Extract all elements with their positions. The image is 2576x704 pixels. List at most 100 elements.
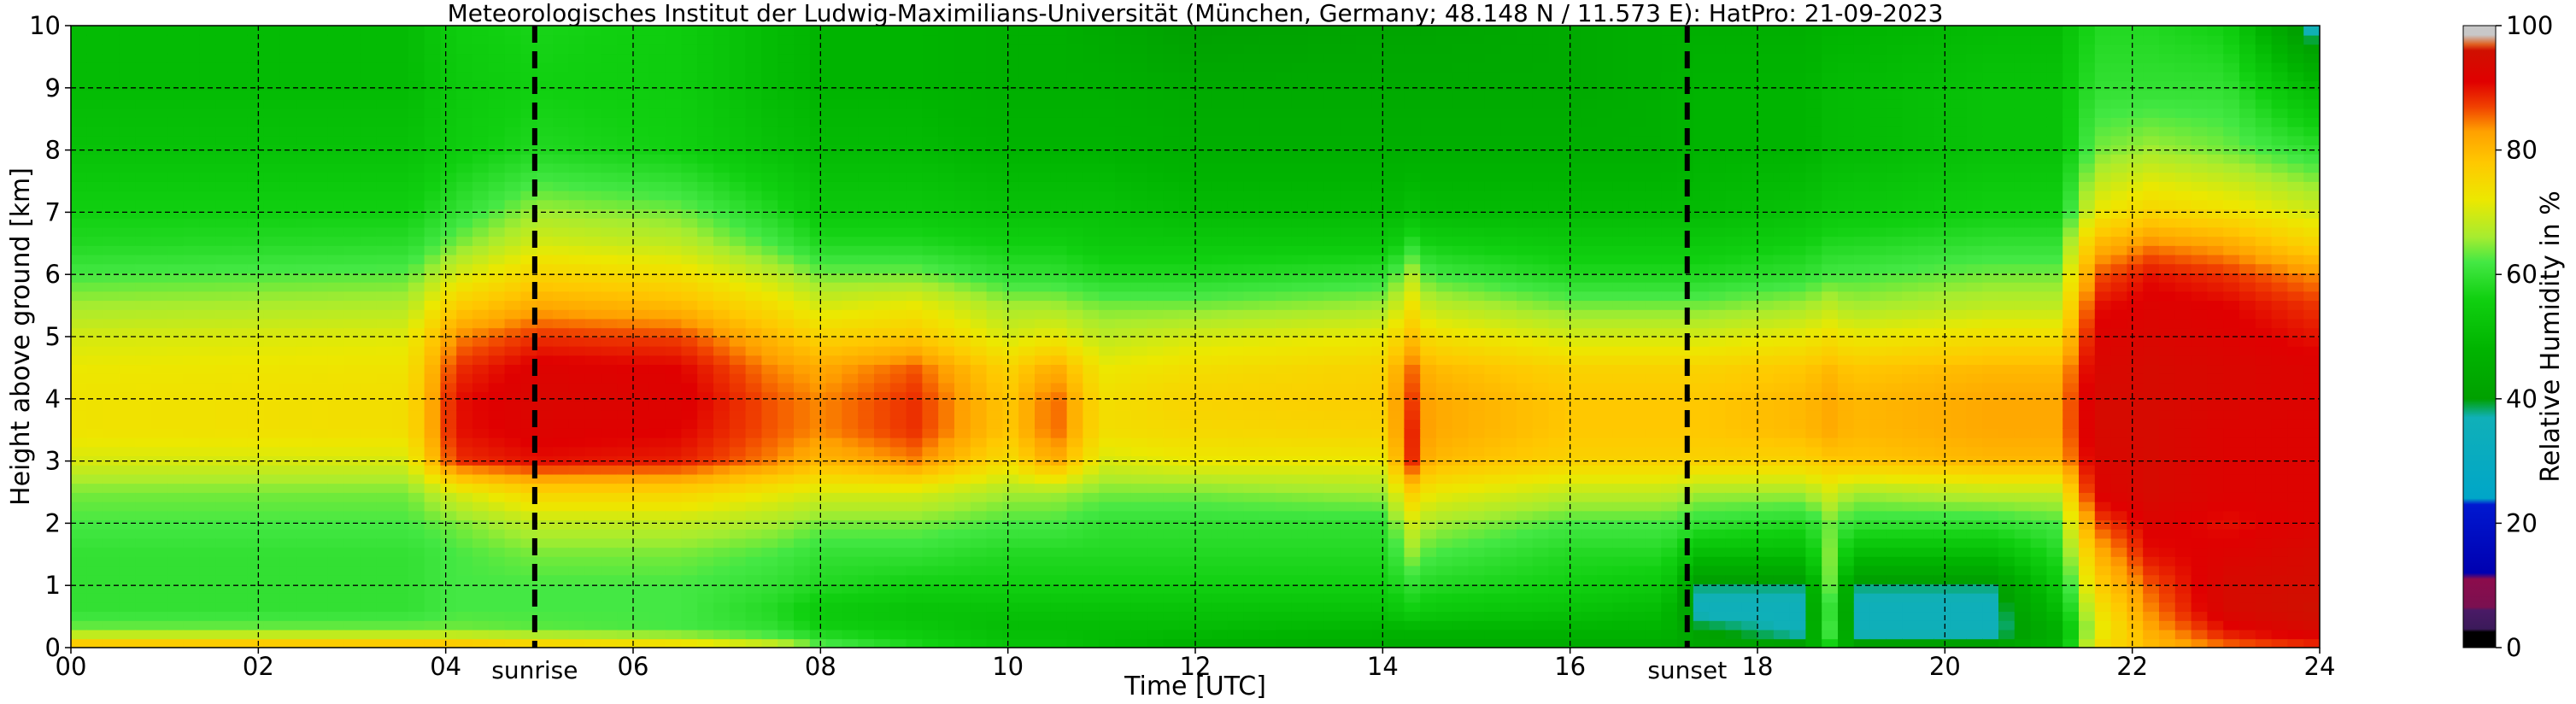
heatmap-cell (151, 98, 168, 109)
heatmap-cell (1179, 71, 1196, 82)
heatmap-cell (247, 117, 265, 127)
heatmap-cell (745, 592, 763, 603)
heatmap-cell (986, 153, 1004, 164)
heatmap-cell (954, 308, 971, 320)
heatmap-cell (343, 629, 361, 640)
heatmap-cell (183, 44, 201, 55)
heatmap-cell (1066, 53, 1084, 63)
heatmap-cell (1115, 318, 1132, 329)
heatmap-cell (842, 409, 860, 420)
heatmap-cell (889, 464, 907, 475)
heatmap-cell (889, 89, 907, 100)
heatmap-cell (343, 236, 361, 246)
heatmap-cell (537, 337, 554, 347)
heatmap-cell (199, 308, 217, 320)
heatmap-cell (1195, 547, 1212, 557)
heatmap-cell (713, 584, 731, 594)
heatmap-cell (119, 409, 137, 420)
heatmap-cell (648, 584, 666, 594)
heatmap-cell (777, 601, 795, 613)
heatmap-cell (633, 34, 650, 45)
heatmap-cell (86, 226, 104, 238)
heatmap-cell (825, 373, 843, 384)
heatmap-cell (215, 419, 232, 429)
heatmap-cell (312, 592, 329, 603)
heatmap-cell (1179, 34, 1196, 45)
heatmap-cell (1050, 98, 1068, 109)
heatmap-cell (1050, 584, 1068, 594)
heatmap-cell (392, 62, 409, 73)
heatmap-cell (1147, 537, 1165, 549)
heatmap-cell (1179, 528, 1196, 539)
heatmap-cell (1195, 629, 1212, 640)
heatmap-cell (1211, 565, 1229, 576)
heatmap-cell (312, 226, 329, 238)
heatmap-cell (1083, 108, 1100, 118)
heatmap-cell (1147, 236, 1165, 246)
heatmap-cell (648, 464, 666, 475)
heatmap-cell (1163, 172, 1181, 182)
heatmap-cell (119, 62, 137, 73)
heatmap-cell (408, 419, 425, 429)
heatmap-cell (408, 337, 425, 347)
heatmap-cell (1130, 373, 1148, 384)
heatmap-cell (167, 318, 185, 329)
heatmap-cell (777, 281, 795, 292)
heatmap-cell (183, 584, 201, 594)
heatmap-cell (777, 300, 795, 310)
heatmap-cell (247, 337, 265, 347)
heatmap-cell (1130, 190, 1148, 201)
heatmap-cell (408, 98, 425, 109)
heatmap-cell (215, 190, 232, 201)
heatmap-cell (247, 26, 265, 36)
heatmap-cell (1002, 355, 1020, 366)
heatmap-cell (1179, 98, 1196, 109)
heatmap-cell (858, 44, 875, 55)
heatmap-cell (874, 638, 891, 648)
heatmap-cell (1227, 601, 1245, 613)
heatmap-cell (424, 89, 442, 100)
heatmap-cell (392, 501, 409, 512)
heatmap-cell (440, 62, 458, 73)
heatmap-cell (1115, 464, 1132, 475)
heatmap-cell (343, 126, 361, 137)
heatmap-cell (1018, 281, 1036, 292)
heatmap-cell (327, 345, 345, 356)
heatmap-cell (1099, 281, 1116, 292)
heatmap-cell (761, 409, 779, 420)
heatmap-cell (504, 34, 522, 45)
heatmap-cell (906, 419, 924, 429)
heatmap-cell (713, 44, 731, 55)
heatmap-cell (1083, 629, 1100, 640)
heatmap-cell (327, 611, 345, 621)
heatmap-cell (71, 584, 88, 594)
heatmap-cell (697, 547, 714, 557)
heatmap-cell (1227, 71, 1245, 82)
heatmap-cell (392, 327, 409, 337)
heatmap-cell (488, 629, 506, 640)
heatmap-cell (665, 584, 683, 594)
heatmap-cell (327, 181, 345, 191)
heatmap-cell (713, 199, 731, 210)
heatmap-cell (488, 236, 506, 246)
heatmap-cell (199, 108, 217, 118)
heatmap-cell (553, 172, 570, 182)
heatmap-cell (151, 126, 168, 137)
heatmap-cell (1002, 26, 1020, 36)
heatmap-cell (794, 172, 811, 182)
heatmap-cell (648, 555, 666, 566)
heatmap-cell (761, 501, 779, 512)
heatmap-cell (167, 528, 185, 539)
heatmap-cell (296, 355, 313, 366)
heatmap-cell (183, 483, 201, 493)
heatmap-cell (745, 308, 763, 320)
heatmap-cell (745, 611, 763, 621)
heatmap-cell (215, 619, 232, 631)
heatmap-cell (938, 53, 955, 63)
heatmap-cell (1035, 483, 1052, 493)
heatmap-cell (504, 473, 522, 484)
heatmap-cell (135, 428, 152, 438)
heatmap-cell (954, 89, 971, 100)
heatmap-cell (360, 217, 378, 228)
heatmap-cell (874, 611, 891, 621)
